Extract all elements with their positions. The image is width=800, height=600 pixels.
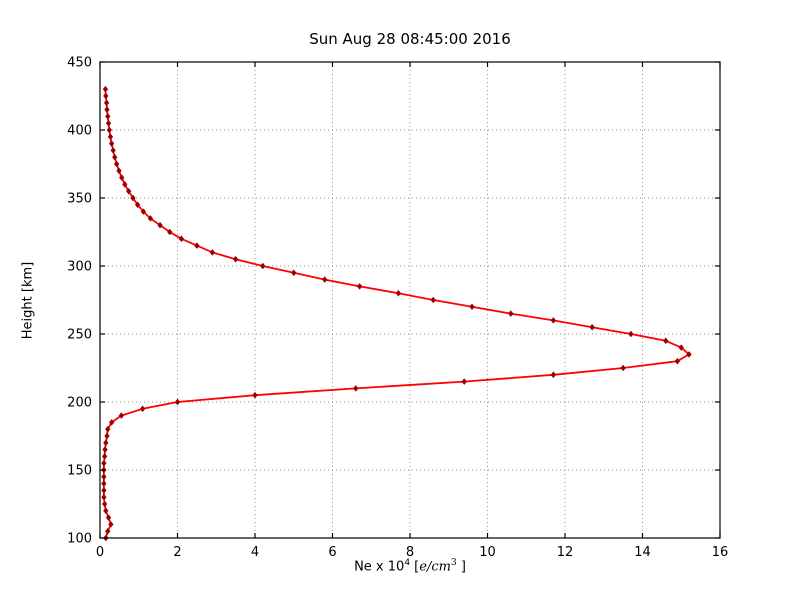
data-marker (125, 187, 132, 195)
data-marker (663, 337, 669, 345)
y-tick-label: 350 (67, 192, 92, 207)
y-tick-label: 200 (67, 396, 92, 411)
data-marker (105, 119, 112, 127)
x-tick-label: 16 (712, 545, 729, 560)
data-marker (252, 391, 258, 399)
data-marker (589, 323, 595, 331)
data-marker (104, 432, 110, 440)
data-marker (232, 255, 239, 263)
data-marker (550, 371, 557, 379)
data-marker (550, 316, 557, 324)
data-marker (674, 357, 681, 365)
data-marker (395, 289, 402, 297)
data-marker (116, 167, 122, 175)
y-tick-label: 250 (67, 328, 92, 343)
data-marker (620, 364, 626, 372)
x-axis-label-text: Ne x 10 (354, 559, 405, 575)
data-marker (140, 208, 147, 216)
data-marker (134, 201, 141, 209)
data-marker (105, 112, 111, 120)
x-axis-label: Ne x 104 [e/cm3 ] (100, 558, 720, 574)
x-tick-label: 10 (479, 545, 496, 560)
x-tick-label: 8 (406, 545, 414, 560)
x-axis-label-bracket-open: [ (410, 559, 420, 575)
y-tick-label: 400 (67, 124, 92, 139)
x-axis-label-units-exponent: 3 (450, 558, 457, 568)
data-marker (102, 85, 109, 93)
data-marker (178, 235, 185, 243)
data-marker (353, 384, 359, 392)
data-marker (108, 140, 115, 148)
data-marker (147, 214, 154, 222)
chart-title: Sun Aug 28 08:45:00 2016 (309, 30, 511, 48)
x-tick-label: 14 (634, 545, 651, 560)
data-marker (628, 330, 634, 338)
data-marker (107, 133, 114, 141)
y-tick-label: 100 (67, 532, 92, 547)
data-marker (105, 425, 111, 433)
x-tick-label: 4 (251, 545, 259, 560)
data-marker (139, 405, 146, 413)
x-axis-label-bracket-close: ] (456, 559, 466, 575)
data-marker (103, 507, 109, 515)
data-marker (101, 486, 107, 494)
data-marker (104, 106, 110, 114)
data-marker (105, 527, 111, 535)
data-marker (291, 269, 297, 277)
data-marker (174, 398, 181, 406)
data-marker (678, 344, 684, 352)
y-tick-label: 150 (67, 464, 92, 479)
data-marker (157, 221, 163, 229)
data-marker (356, 282, 363, 290)
data-marker (101, 473, 107, 481)
data-marker (113, 160, 120, 168)
y-axis-label: Height [km] (20, 261, 36, 340)
data-marker (508, 310, 514, 318)
data-marker (106, 126, 113, 134)
data-marker (469, 303, 475, 311)
data-marker (130, 194, 136, 202)
data-marker (322, 276, 328, 284)
data-marker (103, 99, 110, 107)
data-marker (103, 92, 109, 100)
data-marker (260, 262, 266, 270)
x-tick-label: 2 (173, 545, 181, 560)
x-axis-label-exponent: 4 (404, 558, 411, 568)
data-marker (101, 452, 108, 460)
data-marker (105, 514, 112, 522)
data-marker (103, 439, 109, 447)
data-marker (118, 412, 125, 420)
data-marker (102, 446, 108, 454)
data-marker (686, 350, 692, 358)
data-marker (108, 520, 114, 528)
data-marker (101, 500, 108, 508)
data-marker (430, 296, 436, 304)
data-marker (461, 378, 467, 386)
data-marker (122, 180, 128, 188)
data-marker (167, 228, 173, 236)
data-marker (112, 153, 118, 161)
y-tick-label: 300 (67, 260, 92, 275)
data-marker (209, 248, 216, 256)
data-marker (101, 493, 107, 501)
x-tick-label: 6 (328, 545, 336, 560)
data-marker (118, 174, 125, 182)
data-marker (110, 146, 116, 154)
data-marker (101, 459, 107, 467)
data-marker (101, 480, 107, 488)
data-marker (194, 242, 200, 250)
x-tick-label: 12 (557, 545, 574, 560)
data-marker (108, 418, 115, 426)
y-tick-label: 450 (67, 56, 92, 71)
x-tick-label: 0 (96, 545, 104, 560)
x-axis-label-units: e/cm (419, 559, 451, 575)
